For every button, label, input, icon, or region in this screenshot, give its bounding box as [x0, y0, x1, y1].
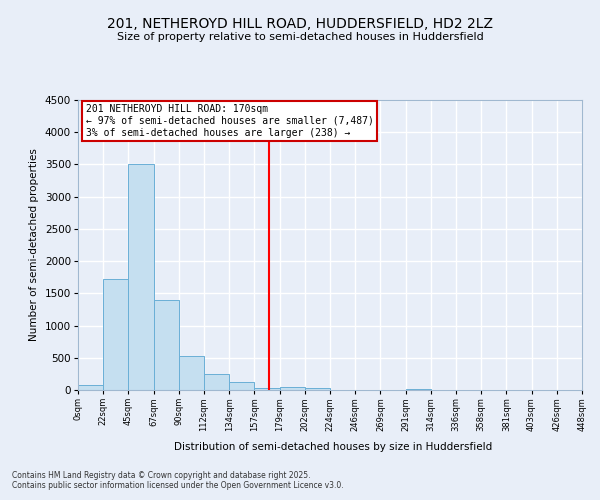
- Text: Distribution of semi-detached houses by size in Huddersfield: Distribution of semi-detached houses by …: [174, 442, 492, 452]
- Y-axis label: Number of semi-detached properties: Number of semi-detached properties: [29, 148, 39, 342]
- Bar: [154, 300, 179, 390]
- Bar: [78, 385, 103, 390]
- Text: Contains public sector information licensed under the Open Government Licence v3: Contains public sector information licen…: [12, 481, 344, 490]
- Bar: [305, 388, 330, 390]
- Bar: [179, 356, 204, 390]
- Bar: [128, 164, 154, 390]
- Text: 201 NETHEROYD HILL ROAD: 170sqm
← 97% of semi-detached houses are smaller (7,487: 201 NETHEROYD HILL ROAD: 170sqm ← 97% of…: [86, 104, 373, 138]
- Bar: [254, 388, 280, 390]
- Text: 201, NETHEROYD HILL ROAD, HUDDERSFIELD, HD2 2LZ: 201, NETHEROYD HILL ROAD, HUDDERSFIELD, …: [107, 18, 493, 32]
- Bar: [204, 374, 229, 390]
- Bar: [103, 279, 128, 390]
- Text: Contains HM Land Registry data © Crown copyright and database right 2025.: Contains HM Land Registry data © Crown c…: [12, 471, 311, 480]
- Bar: [406, 388, 431, 390]
- Text: Size of property relative to semi-detached houses in Huddersfield: Size of property relative to semi-detach…: [116, 32, 484, 42]
- Bar: [229, 382, 254, 390]
- Bar: [280, 387, 305, 390]
